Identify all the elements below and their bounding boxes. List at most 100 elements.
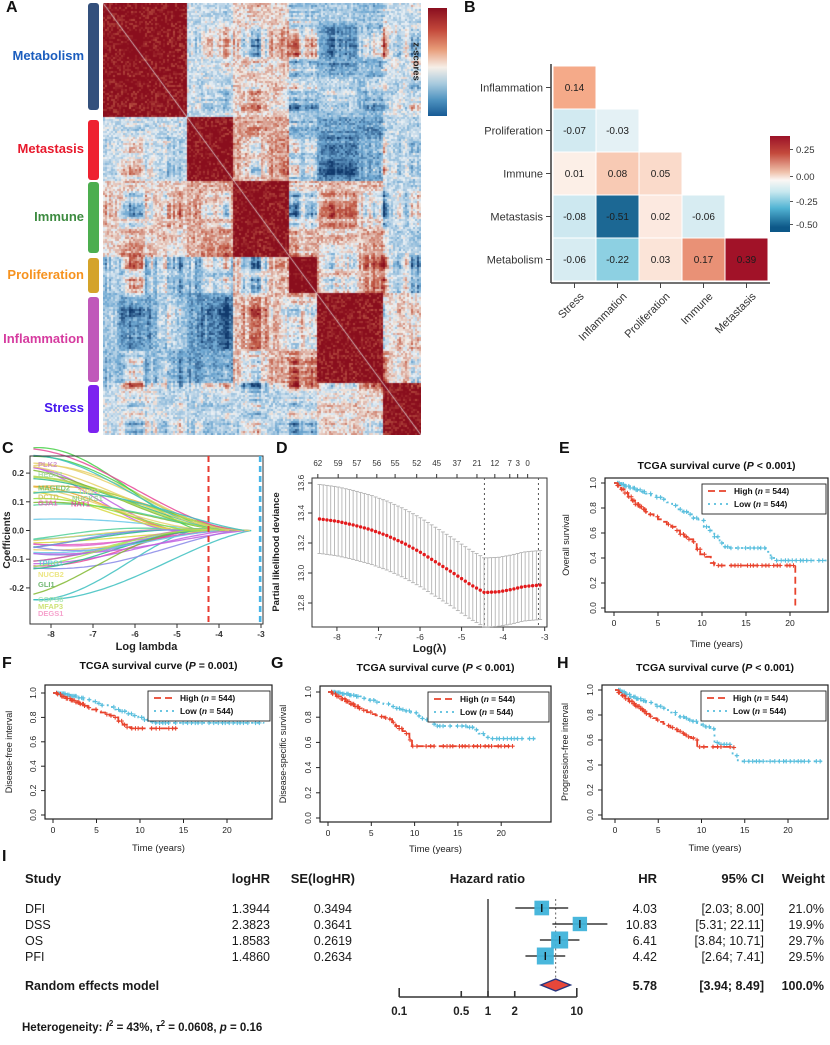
forest-header-loghr: logHR [231, 871, 270, 886]
het-tau-sup: 2 [160, 1019, 166, 1029]
svg-text:0: 0 [51, 825, 56, 835]
panel-i-label: I [2, 848, 7, 865]
cell-ci: [3.84; 10.71] [694, 934, 764, 948]
censor-marks-high [616, 690, 737, 750]
svg-text:57: 57 [352, 459, 361, 468]
svg-text:0.1: 0.1 [12, 497, 24, 507]
svg-text:0.6: 0.6 [585, 734, 595, 746]
gene-correlation-heatmap [103, 3, 421, 435]
svg-text:COPS8: COPS8 [38, 595, 63, 604]
svg-text:3: 3 [515, 459, 520, 468]
cell-weight: 29.5% [788, 950, 824, 964]
svg-text:TCGA survival curve (P < 0.001: TCGA survival curve (P < 0.001) [636, 662, 794, 674]
svg-text:-3: -3 [257, 629, 265, 639]
svg-text:0.05: 0.05 [651, 169, 671, 180]
svg-text:0.14: 0.14 [565, 83, 585, 94]
svg-text:15: 15 [740, 825, 750, 835]
svg-text:0.6: 0.6 [588, 527, 598, 539]
category-bar-metastasis [88, 120, 99, 180]
cell-hr: 4.03 [632, 902, 657, 916]
km-progression-free-interval: TCGA survival curve (P < 0.001) 0 5 10 15 20 0… [560, 662, 829, 854]
forest-header-study: Study [25, 871, 62, 886]
svg-text:High (n = 544): High (n = 544) [733, 693, 788, 703]
cell-study: OS [25, 934, 44, 948]
svg-text:Coefficients: Coefficients [2, 511, 13, 569]
svg-text:10: 10 [410, 828, 420, 838]
svg-text:Disease-specific survival: Disease-specific survival [278, 705, 288, 804]
svg-text:DCTD: DCTD [38, 493, 59, 502]
svg-text:0.39: 0.39 [737, 255, 757, 266]
deviance-points [317, 517, 542, 595]
panel-g-label: G [271, 655, 284, 672]
svg-text:0.8: 0.8 [585, 709, 595, 721]
km-disease-free-interval: TCGA survival curve (P = 0.001) 0 5 10 15 20 0… [4, 660, 273, 854]
censor-marks-low [615, 480, 825, 563]
svg-text:0.4: 0.4 [585, 759, 595, 771]
svg-text:Immune: Immune [679, 291, 716, 328]
svg-text:1.0: 1.0 [303, 686, 313, 698]
svg-text:-0.06: -0.06 [563, 255, 586, 266]
svg-text:15: 15 [453, 828, 463, 838]
svg-text:10: 10 [697, 825, 707, 835]
svg-text:0.01: 0.01 [565, 169, 585, 180]
svg-text:0.6: 0.6 [303, 736, 313, 748]
svg-text:20: 20 [496, 828, 506, 838]
svg-text:Time (years): Time (years) [690, 639, 743, 650]
svg-text:0.2: 0.2 [28, 784, 38, 796]
svg-text:0.1: 0.1 [391, 1006, 408, 1018]
censor-marks-high [54, 690, 178, 731]
cell-loghr: 1.8583 [231, 934, 270, 948]
svg-text:1: 1 [485, 1006, 492, 1018]
svg-text:TCGA survival curve (P < 0.001: TCGA survival curve (P < 0.001) [356, 662, 514, 674]
category-label-metabolism: Metabolism [12, 47, 84, 63]
svg-text:0.6: 0.6 [28, 736, 38, 748]
svg-text:-0.03: -0.03 [606, 126, 629, 137]
km-overall-survival: TCGA survival curve (P < 0.001) 0 5 10 15 20 0… [561, 460, 829, 650]
svg-text:13.0: 13.0 [296, 564, 306, 581]
svg-text:Low (n = 544): Low (n = 544) [734, 499, 788, 509]
svg-text:62: 62 [313, 459, 322, 468]
category-bar-proliferation [88, 258, 99, 293]
svg-text:1.0: 1.0 [585, 684, 595, 696]
svg-text:0.4: 0.4 [303, 761, 313, 773]
panel-d-label: D [276, 440, 288, 457]
svg-text:Immune: Immune [503, 169, 543, 181]
category-label-inflammation: Inflammation [3, 330, 84, 346]
svg-text:NUCKS1: NUCKS1 [72, 494, 103, 503]
svg-text:-0.1: -0.1 [9, 554, 24, 564]
cell-hr: 4.42 [632, 950, 657, 964]
svg-text:0.08: 0.08 [608, 169, 628, 180]
svg-text:-0.08: -0.08 [563, 212, 586, 223]
svg-text:0.2: 0.2 [12, 468, 24, 478]
svg-text:15: 15 [741, 618, 751, 628]
svg-text:13.2: 13.2 [296, 534, 306, 551]
svg-text:0: 0 [613, 825, 618, 835]
svg-text:1.0: 1.0 [28, 687, 38, 699]
svg-text:PLK2: PLK2 [38, 460, 57, 469]
cell-hr: 10.83 [625, 918, 657, 932]
category-label-stress: Stress [44, 400, 84, 415]
svg-text:0.2: 0.2 [588, 577, 598, 589]
het-i: I [105, 1022, 109, 1034]
svg-text:0.17: 0.17 [694, 255, 714, 266]
svg-text:High (n = 544): High (n = 544) [734, 486, 789, 496]
cell-study: DSS [25, 918, 51, 932]
svg-text:-8: -8 [333, 632, 341, 642]
cell-ci: [2.03; 8.00] [701, 902, 764, 916]
svg-text:Time (years): Time (years) [689, 843, 742, 854]
svg-text:-6: -6 [131, 629, 139, 639]
svg-text:Metastasis: Metastasis [713, 290, 759, 336]
svg-text:Log lambda: Log lambda [116, 641, 179, 653]
category-label-metastasis: Metastasis [17, 141, 84, 156]
cell-se: 0.2619 [313, 934, 352, 948]
svg-text:12: 12 [490, 459, 499, 468]
svg-text:TPRG1: TPRG1 [38, 559, 63, 568]
cell-weight: 21.0% [788, 902, 824, 916]
svg-text:0.03: 0.03 [651, 255, 671, 266]
censor-marks-high [615, 483, 796, 568]
svg-text:0.5: 0.5 [453, 1006, 470, 1018]
panel-c-label: C [2, 440, 14, 457]
censor-marks-low [616, 687, 823, 764]
svg-text:Inflammation: Inflammation [480, 83, 543, 95]
